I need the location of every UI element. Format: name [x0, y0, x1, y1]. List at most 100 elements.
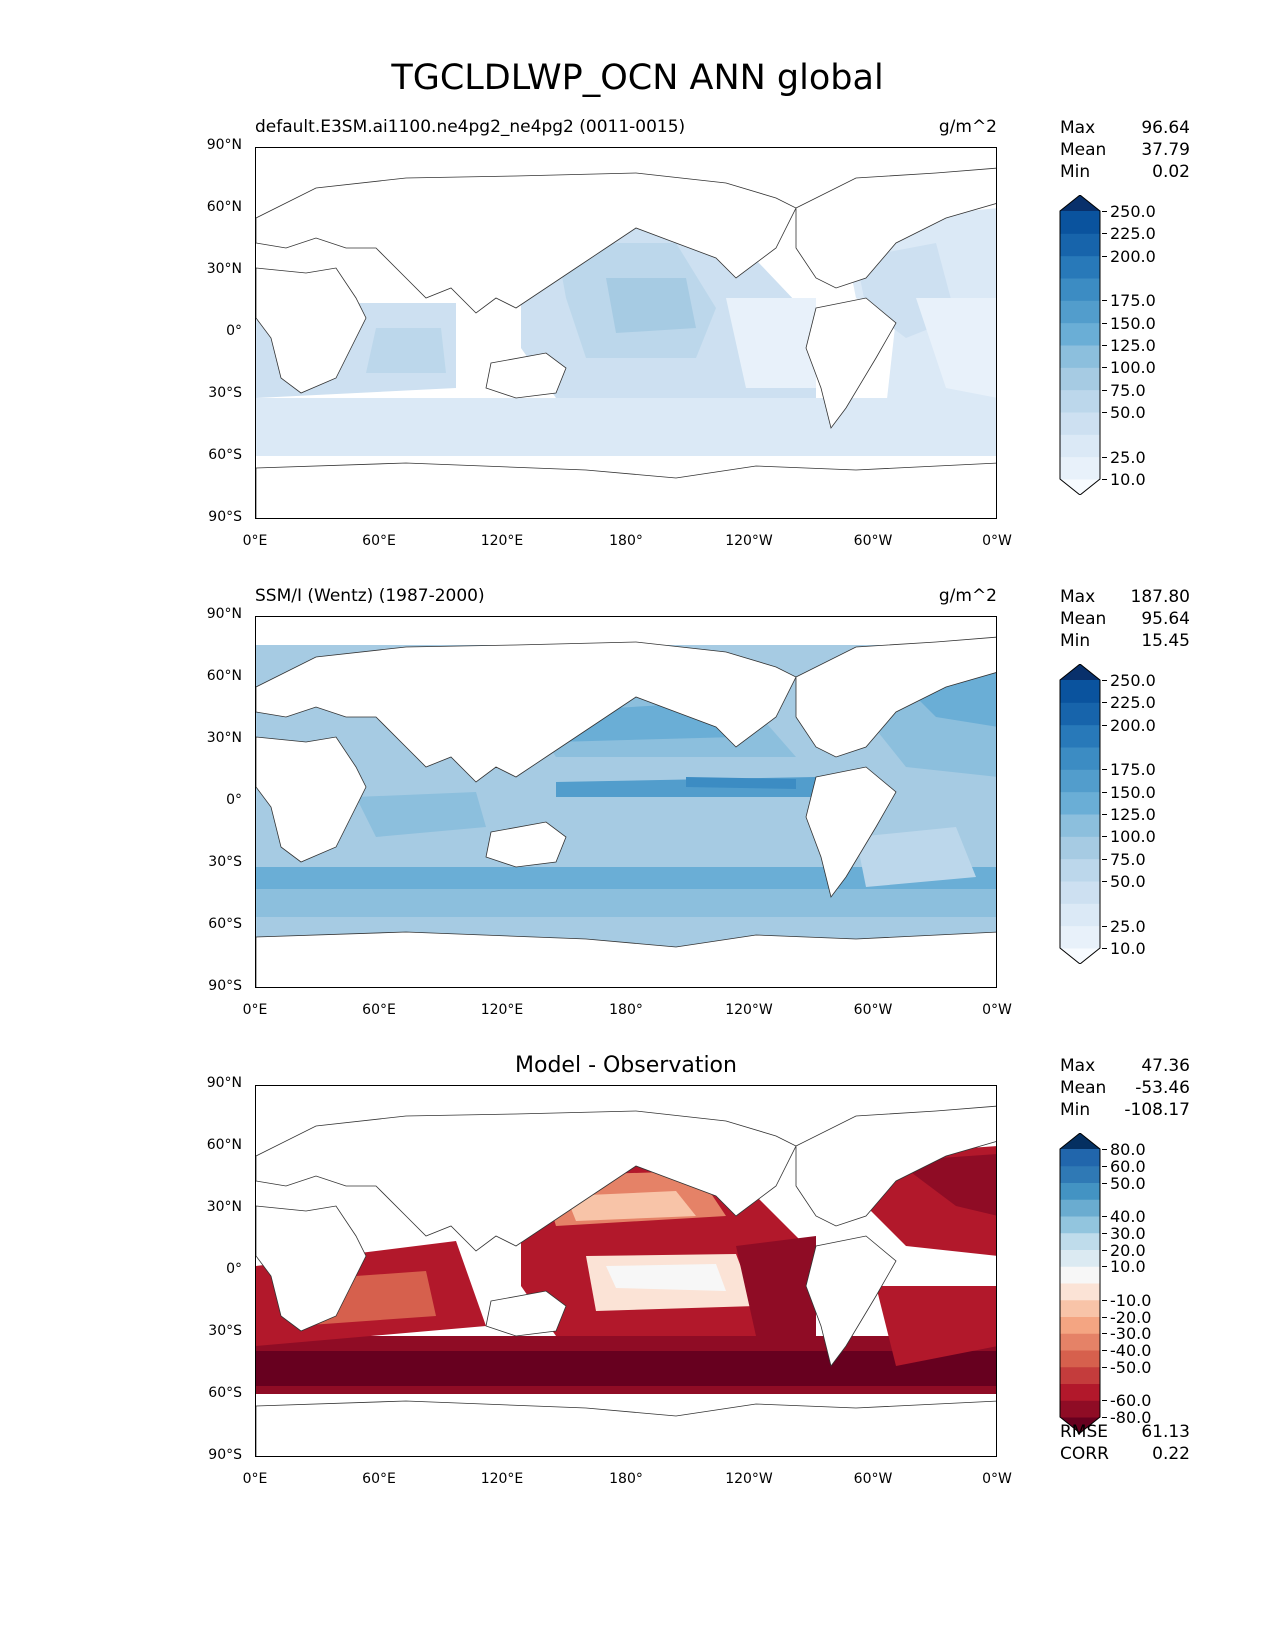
colorbar-bin [1060, 1316, 1100, 1334]
obs-field [256, 617, 996, 987]
colorbar-tick [1102, 769, 1107, 771]
diff-extra-stats: RMSE 61.13 CORR 0.22 [1060, 1421, 1190, 1465]
colorbar-tick [1102, 479, 1107, 480]
colorbar-bin [1060, 724, 1100, 748]
colorbar-tick [1102, 858, 1107, 860]
colorbar-outline [1059, 1133, 1101, 1433]
colorbar-bin [1060, 1149, 1100, 1167]
colorbar-tick-label: -40.0 [1110, 1341, 1152, 1360]
lat-label: 0° [226, 792, 242, 808]
colorbar-tick-label: 200.0 [1110, 715, 1156, 735]
colorbar-tick [1102, 680, 1107, 681]
lat-label: 60°N [206, 668, 242, 684]
lon-label: 180° [609, 1471, 643, 1487]
lon-label: 60°W [853, 533, 893, 549]
colorbar-tick-label: 125.0 [1110, 805, 1156, 824]
corr-label: CORR [1060, 1444, 1109, 1464]
model-panel-units: g/m^2 [938, 117, 997, 137]
colorbar-tick-label: 250.0 [1110, 671, 1156, 690]
colorbar-bin [1060, 814, 1100, 837]
colorbar-bin [1060, 211, 1100, 234]
lon-label: 0°E [242, 1002, 268, 1018]
colorbar-bin [1060, 747, 1100, 770]
lon-label: 120°W [725, 1002, 773, 1018]
stat-label: Mean [1060, 140, 1107, 160]
colorbar-tick [1102, 791, 1107, 793]
colorbar-bin [1060, 1165, 1100, 1183]
colorbar-bin [1060, 434, 1100, 458]
colorbar-tick [1102, 948, 1107, 949]
colorbar-bin [1060, 1216, 1100, 1234]
colorbar-bin [1060, 1383, 1100, 1401]
colorbar-tick-label: 30.0 [1110, 1223, 1146, 1243]
lon-label: 0°W [982, 533, 1012, 549]
colorbar-tick [1102, 1216, 1107, 1217]
colorbar-tick-label: 50.0 [1110, 872, 1146, 891]
colorbar-tick [1102, 233, 1107, 235]
lat-label: 90°N [206, 137, 242, 153]
colorbar-bin [1060, 255, 1100, 279]
colorbar-bin [1060, 925, 1100, 949]
colorbar-tick [1102, 255, 1107, 257]
colorbar-tick [1102, 1165, 1107, 1167]
colorbar-bin [1060, 367, 1100, 391]
corr-value: 0.22 [1152, 1444, 1190, 1464]
lon-label: 120°E [480, 533, 524, 549]
colorbar-tick [1102, 345, 1107, 346]
obs-map [255, 616, 997, 988]
colorbar-bin [1060, 769, 1100, 793]
lat-label: 0° [226, 1261, 242, 1277]
diff-panel: Model - Observation [0, 1053, 1275, 1493]
lat-label: 0° [226, 323, 242, 339]
obs-panel-units: g/m^2 [938, 586, 997, 606]
lat-label: 30°N [206, 261, 242, 277]
obs-panel: SSM/I (Wentz) (1987-2000) g/m^2 [0, 584, 1275, 1024]
colorbar-tick-label: 40.0 [1110, 1207, 1146, 1226]
colorbar-bin [1060, 881, 1100, 904]
colorbar-bin [1060, 278, 1100, 301]
colorbar-tick [1102, 300, 1107, 302]
colorbar-tick [1102, 211, 1107, 212]
colorbar-tick-label: 125.0 [1110, 336, 1156, 355]
colorbar-tick [1102, 1249, 1107, 1251]
colorbar-tick-label: 25.0 [1110, 916, 1146, 936]
colorbar-tick-label: -20.0 [1110, 1307, 1152, 1327]
colorbar-tick [1102, 1182, 1107, 1184]
model-stats: Max 96.64 Mean 37.79 Min 0.02 [1060, 117, 1190, 183]
diff-stats: Max 47.36 Mean -53.46 Min -108.17 [1060, 1055, 1190, 1121]
colorbar-bin [1060, 1333, 1100, 1351]
colorbar-tick-label: 20.0 [1110, 1240, 1146, 1260]
lon-label: 120°W [725, 1471, 773, 1487]
lon-label: 180° [609, 533, 643, 549]
stat-value: 95.64 [1141, 609, 1190, 629]
colorbar-bin [1060, 1400, 1100, 1418]
colorbar-tick-label: 225.0 [1110, 224, 1156, 244]
colorbar-bin [1060, 836, 1100, 860]
colorbar-tick [1102, 1400, 1107, 1402]
colorbar-extend-high [1060, 664, 1100, 680]
stat-value: 96.64 [1141, 118, 1190, 138]
stat-label: Max [1060, 587, 1096, 607]
stat-value: -53.46 [1135, 1078, 1190, 1098]
lat-label: 60°S [208, 1385, 242, 1401]
colorbar-tick-label: -60.0 [1110, 1391, 1152, 1411]
stat-label: Min [1060, 162, 1091, 182]
colorbar-tick-label: 75.0 [1110, 849, 1146, 869]
lat-label: 60°S [208, 447, 242, 463]
model-colorbar [1059, 195, 1101, 495]
lon-label: 0°E [242, 533, 268, 549]
colorbar-tick-label: -10.0 [1110, 1290, 1152, 1310]
stat-label: Min [1060, 631, 1091, 651]
obs-colorbar [1059, 664, 1101, 964]
stat-value: -108.17 [1124, 1100, 1190, 1120]
colorbar-tick-label: 100.0 [1110, 358, 1156, 378]
lat-label: 60°S [208, 916, 242, 932]
colorbar-bin [1060, 300, 1100, 324]
colorbar-bin [1060, 1199, 1100, 1217]
colorbar-bin [1060, 1182, 1100, 1200]
colorbar-tick [1102, 1266, 1107, 1268]
colorbar-tick-label: 10.0 [1110, 939, 1146, 958]
lon-label: 0°W [982, 1002, 1012, 1018]
lon-label: 180° [609, 1002, 643, 1018]
colorbar-extend-high [1060, 1133, 1100, 1149]
